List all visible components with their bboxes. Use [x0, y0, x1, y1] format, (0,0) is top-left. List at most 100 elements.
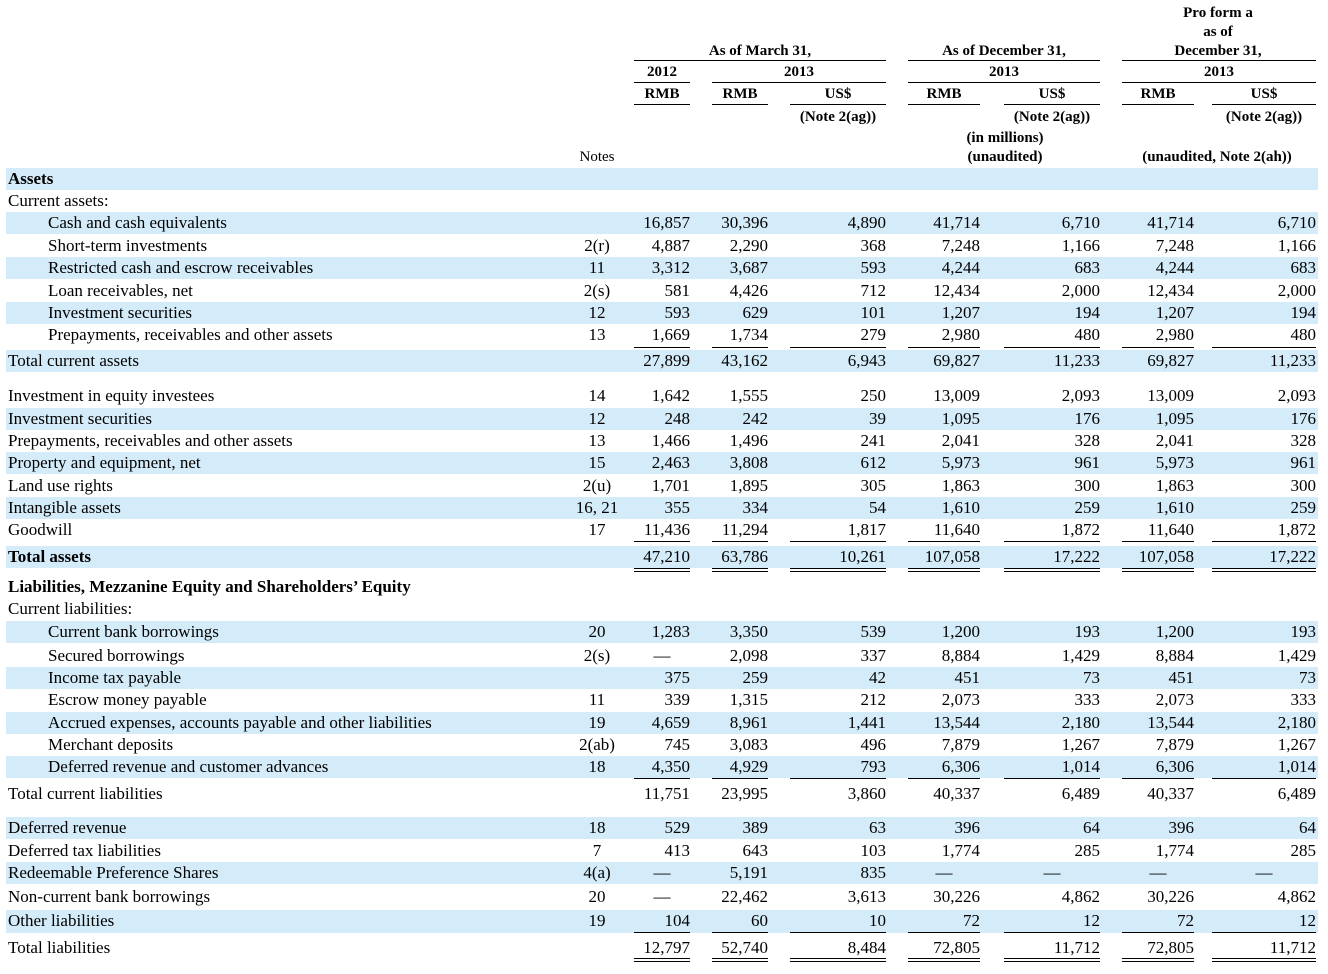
value-cell: 337 — [860, 646, 887, 665]
value-cell: 5,973 — [941, 453, 980, 472]
row-note: 13 — [588, 431, 606, 450]
total-double-rule — [908, 568, 980, 572]
table-row: Restricted cash and escrow receivables 11… — [0, 257, 1328, 279]
value-cell: 1,466 — [651, 431, 690, 450]
value-cell: 2,098 — [729, 646, 768, 665]
table-row: Total liabilities 12,797 52,740 8,484 72,805… — [0, 937, 1328, 959]
value-cell: 259 — [1074, 498, 1101, 517]
total-double-rule — [634, 568, 690, 572]
value-cell: 11,640 — [1147, 520, 1194, 539]
value-cell: 176 — [1074, 409, 1101, 428]
row-band — [6, 910, 1318, 933]
row-note: 20 — [588, 887, 606, 906]
header-rule — [1122, 104, 1194, 105]
value-cell: 1,095 — [941, 409, 980, 428]
value-cell: 5,191 — [729, 863, 768, 882]
table-row: Total assets 47,210 63,786 10,261 107,058 17,… — [0, 546, 1328, 568]
value-cell: 248 — [664, 409, 691, 428]
value-cell: 11,294 — [721, 520, 768, 539]
value-cell: 7,879 — [941, 735, 980, 754]
subtotal-rule — [634, 347, 690, 348]
header-year-2012: 2012 — [647, 64, 677, 80]
row-label: Goodwill — [8, 520, 73, 539]
value-cell: 17,222 — [1269, 547, 1316, 566]
subtotal-rule — [1122, 932, 1194, 933]
row-label: Current assets: — [8, 191, 109, 210]
row-note: 15 — [588, 453, 606, 472]
table-row: Deferred revenue and customer advances 18… — [0, 756, 1328, 778]
subtotal-rule — [634, 932, 690, 933]
value-cell: 250 — [860, 386, 887, 405]
value-cell: 12 — [1299, 911, 1316, 930]
table-row: Prepayments, receivables and other asset… — [0, 430, 1328, 452]
value-cell: 69,827 — [1147, 351, 1194, 370]
value-cell: 8,884 — [1155, 646, 1194, 665]
value-cell: 12 — [1083, 911, 1100, 930]
value-cell: 1,200 — [1155, 622, 1194, 641]
row-note: 11 — [588, 258, 606, 277]
value-cell: 451 — [1168, 668, 1195, 687]
value-cell: 43,162 — [721, 351, 768, 370]
value-cell: 300 — [1290, 476, 1317, 495]
row-label: Merchant deposits — [48, 735, 174, 754]
value-cell: 328 — [1074, 431, 1101, 450]
value-cell: 2,290 — [729, 236, 768, 255]
value-cell: 451 — [954, 668, 981, 687]
value-cell: 1,207 — [941, 303, 980, 322]
row-label: Current bank borrowings — [48, 622, 219, 641]
value-cell: 2,980 — [941, 325, 980, 344]
value-cell: 1,555 — [729, 386, 768, 405]
value-cell: 194 — [1290, 303, 1317, 322]
table-row: Non-current bank borrowings 20 — 22,462 3,61… — [0, 886, 1328, 908]
value-cell: 413 — [664, 841, 691, 860]
value-cell: 13,544 — [933, 713, 980, 732]
value-cell: 3,687 — [729, 258, 768, 277]
value-cell: 593 — [664, 303, 691, 322]
value-cell: 683 — [1074, 258, 1101, 277]
table-row: Redeemable Preference Shares 4(a) — 5,191 83… — [0, 862, 1328, 884]
total-double-rule — [1004, 568, 1100, 572]
row-label: Total liabilities — [8, 938, 111, 957]
value-cell: 1,207 — [1155, 303, 1194, 322]
value-cell: 7,248 — [1155, 236, 1194, 255]
header-col-rmb: RMB — [926, 86, 962, 102]
value-cell: 17,222 — [1053, 547, 1100, 566]
value-cell: 539 — [860, 622, 887, 641]
value-cell: 104 — [664, 911, 691, 930]
value-cell: 2,463 — [651, 453, 690, 472]
value-cell: 22,462 — [721, 887, 768, 906]
subtotal-rule — [1212, 347, 1316, 348]
row-band — [6, 712, 1318, 734]
table-row: Investment securities 12 248 242 39 1,095 176 1… — [0, 408, 1328, 430]
table-row: Accrued expenses, accounts payable and o… — [0, 712, 1328, 734]
value-cell: 1,701 — [651, 476, 690, 495]
value-cell: 389 — [742, 818, 769, 837]
value-cell: 52,740 — [721, 938, 768, 957]
row-label: Secured borrowings — [48, 646, 185, 665]
value-cell: 396 — [954, 818, 981, 837]
value-cell: 581 — [664, 281, 691, 300]
row-note: 18 — [588, 757, 606, 776]
row-band — [6, 408, 1318, 430]
header-col-rmb: RMB — [1140, 86, 1176, 102]
value-cell: 4,659 — [651, 713, 690, 732]
subtotal-rule — [790, 541, 886, 542]
value-cell: 745 — [664, 735, 691, 754]
header-rule — [712, 104, 768, 105]
value-cell: 11,712 — [1053, 938, 1100, 957]
value-cell: 8,884 — [941, 646, 980, 665]
value-cell: 529 — [664, 818, 691, 837]
row-note: 2(r) — [584, 236, 610, 255]
value-cell: 11,751 — [643, 784, 690, 803]
table-row: Current assets: — [0, 190, 1328, 212]
value-cell: 72,805 — [1147, 938, 1194, 957]
row-note: 4(a) — [583, 863, 611, 882]
row-note: 7 — [592, 841, 602, 860]
total-double-rule — [712, 958, 768, 962]
row-band — [6, 667, 1318, 689]
value-cell: 1,895 — [729, 476, 768, 495]
row-note: 2(u) — [582, 476, 612, 495]
value-cell: 10 — [869, 911, 886, 930]
value-cell: 1,774 — [1155, 841, 1194, 860]
header-rule — [1004, 104, 1100, 105]
